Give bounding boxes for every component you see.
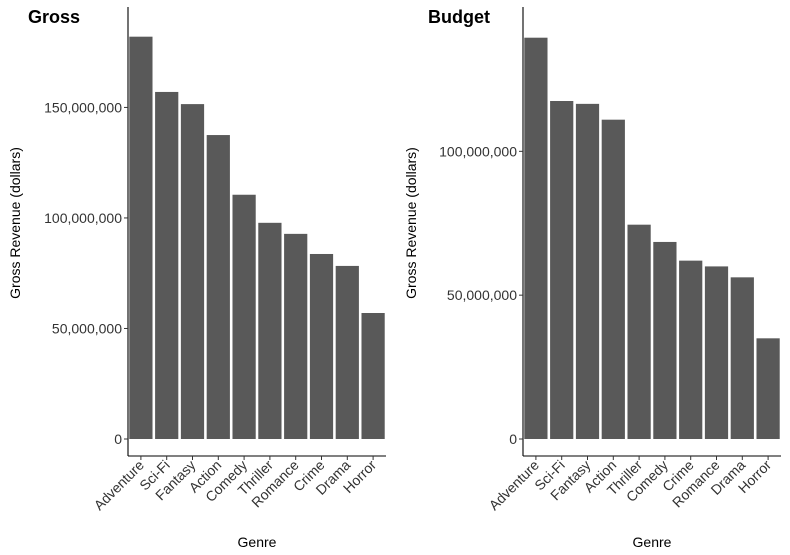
bar-fantasy	[180, 104, 205, 440]
bar-thriller	[258, 222, 282, 439]
bar-comedy	[232, 194, 256, 439]
y-tick-label: 0	[114, 431, 122, 447]
y-tick-label: 50,000,000	[52, 320, 122, 336]
bar-adventure	[524, 37, 548, 439]
bar-sci-fi	[155, 91, 179, 439]
chart-panel-gross: Gross050,000,000100,000,000150,000,000Ad…	[7, 7, 386, 550]
y-tick-label: 150,000,000	[44, 99, 122, 115]
bar-romance	[284, 233, 308, 439]
chart-title: Gross	[28, 7, 80, 27]
bar-thriller	[627, 224, 651, 439]
y-tick-label: 100,000,000	[44, 210, 122, 226]
bar-drama	[730, 277, 754, 439]
bar-comedy	[653, 241, 677, 439]
x-axis-title: Genre	[633, 534, 672, 550]
bar-fantasy	[575, 103, 600, 440]
bar-romance	[704, 266, 729, 439]
y-axis-title: Gross Revenue (dollars)	[403, 147, 419, 299]
bar-crime	[309, 253, 334, 439]
y-tick-label: 0	[509, 431, 517, 447]
y-tick-label: 100,000,000	[439, 143, 517, 159]
bar-drama	[335, 265, 359, 439]
bars	[524, 37, 780, 440]
y-tick-label: 50,000,000	[447, 287, 517, 303]
bar-horror	[361, 313, 385, 439]
bar-action	[206, 135, 230, 440]
bar-crime	[679, 260, 703, 439]
x-axis-title: Genre	[238, 534, 277, 550]
y-axis-title: Gross Revenue (dollars)	[7, 147, 23, 299]
bar-adventure	[129, 36, 153, 440]
bar-sci-fi	[550, 100, 574, 440]
bar-action	[601, 119, 625, 440]
bars	[129, 36, 385, 440]
chart-panel-budget: Budget050,000,000100,000,000AdventureSci…	[403, 7, 781, 550]
chart-title: Budget	[428, 7, 490, 27]
bar-horror	[756, 338, 780, 439]
